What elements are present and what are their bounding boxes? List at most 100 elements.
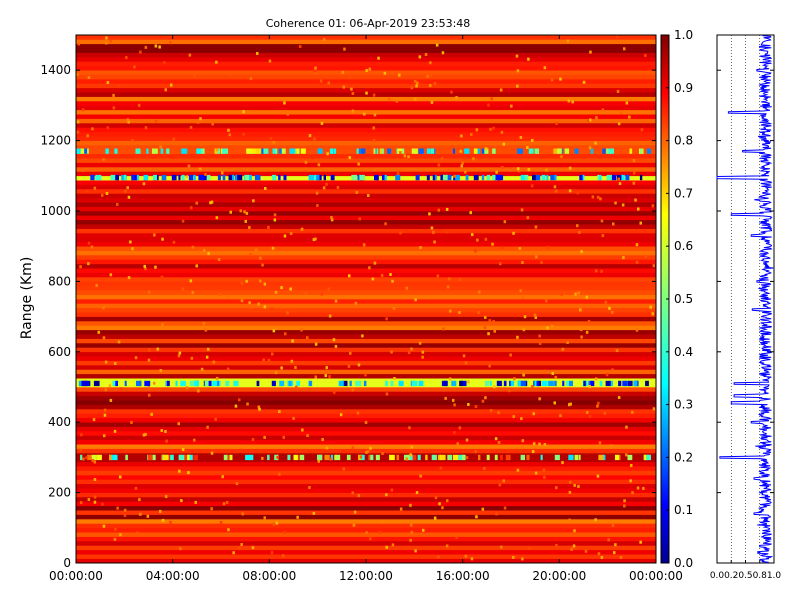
heatmap-cell <box>110 174 116 181</box>
heatmap-cell <box>372 138 376 142</box>
heatmap-row <box>76 285 656 291</box>
heatmap-cell <box>102 158 105 162</box>
heatmap-cell <box>85 380 91 387</box>
heatmap-cell <box>434 496 438 500</box>
heatmap-cell <box>109 39 113 43</box>
heatmap-cell <box>586 411 589 415</box>
colorbar-tick-label: 0.9 <box>674 81 693 95</box>
heatmap-cell <box>532 442 536 446</box>
heatmap-cell <box>150 412 153 416</box>
heatmap-cell <box>263 435 266 439</box>
heatmap-row <box>76 180 656 185</box>
heatmap-cell <box>635 243 639 247</box>
heatmap-cell <box>229 210 232 214</box>
heatmap-cell <box>185 386 189 390</box>
heatmap-cell <box>221 171 224 175</box>
heatmap-cell <box>184 454 190 461</box>
heatmap-cell <box>628 115 631 119</box>
profile-line <box>716 34 774 564</box>
colorbar-tick-label: 0.4 <box>674 345 693 359</box>
heatmap-cell <box>487 332 490 336</box>
heatmap-cell <box>605 373 609 377</box>
heatmap-row <box>76 387 656 392</box>
heatmap-cell <box>444 380 447 387</box>
heatmap-cell <box>381 519 384 523</box>
heatmap-cell <box>580 335 583 339</box>
heatmap-cell <box>553 401 556 405</box>
heatmap-cell <box>333 148 337 154</box>
heatmap-cell <box>240 299 244 303</box>
heatmap-cell <box>116 506 119 510</box>
heatmap-cell <box>433 516 437 520</box>
heatmap-cell <box>114 174 119 181</box>
heatmap-cell <box>353 510 357 514</box>
heatmap-cell <box>512 415 515 419</box>
heatmap-cell <box>530 184 534 188</box>
heatmap-cell <box>588 380 592 387</box>
heatmap-cell <box>126 186 129 190</box>
heatmap-row <box>76 343 656 348</box>
heatmap-cell <box>495 170 498 174</box>
heatmap-cell <box>131 174 135 181</box>
heatmap-cell <box>257 405 261 409</box>
heatmap-row <box>76 193 656 199</box>
heatmap-cell <box>597 174 600 181</box>
heatmap-row <box>76 475 656 480</box>
heatmap-row <box>76 514 656 520</box>
heatmap-cell <box>212 380 218 387</box>
heatmap-cell <box>505 454 511 461</box>
heatmap-cell <box>542 380 548 387</box>
heatmap-cell <box>284 332 287 336</box>
heatmap-cell <box>521 296 524 299</box>
heatmap-cell <box>597 552 601 556</box>
heatmap-cell <box>619 174 625 181</box>
heatmap-cell <box>123 508 127 512</box>
heatmap-cell <box>159 369 163 372</box>
heatmap-cell <box>502 142 506 146</box>
heatmap-cell <box>181 174 185 181</box>
heatmap-cell <box>93 478 97 481</box>
heatmap-cell <box>384 174 387 181</box>
heatmap-cell <box>411 148 418 154</box>
heatmap-row <box>76 171 656 177</box>
heatmap-cell <box>180 380 186 387</box>
heatmap-row <box>76 233 656 238</box>
heatmap-cell <box>87 262 90 266</box>
heatmap-cell <box>244 219 247 223</box>
heatmap-cell <box>516 84 519 88</box>
x-tick-label: 20:00:00 <box>532 569 586 583</box>
heatmap-row <box>76 197 656 203</box>
colorbar-tick-label: 0.5 <box>674 292 693 306</box>
heatmap-cell <box>93 380 100 387</box>
heatmap-cell <box>600 219 604 223</box>
heatmap-cell <box>178 174 181 181</box>
heatmap-cell <box>179 547 182 551</box>
heatmap-cell <box>617 177 620 181</box>
heatmap-cell <box>161 174 167 181</box>
heatmap-row <box>76 299 656 304</box>
heatmap-cell <box>464 554 468 558</box>
heatmap-cell <box>554 380 557 387</box>
heatmap-cell <box>560 155 563 159</box>
heatmap-cell <box>467 380 470 384</box>
heatmap-cell <box>430 148 435 154</box>
heatmap-y-ticks: 0 200 400 600 800 1000 1200 1400 <box>40 63 656 570</box>
profile-x-tick-label: 0.0 <box>710 571 725 581</box>
heatmap-cell <box>299 454 305 461</box>
heatmap-cell <box>566 39 570 43</box>
heatmap-cell <box>87 241 91 245</box>
heatmap-cell <box>449 309 452 313</box>
heatmap-cell <box>553 148 559 154</box>
heatmap-row <box>76 351 656 357</box>
heatmap-cell <box>123 513 127 517</box>
heatmap-cell <box>404 454 410 461</box>
heatmap-cell <box>555 486 558 490</box>
heatmap-cell <box>137 103 141 107</box>
heatmap-cell <box>221 475 224 479</box>
heatmap-cell <box>467 403 470 406</box>
heatmap-cell <box>389 454 395 461</box>
heatmap-cell <box>198 174 205 181</box>
profile-x-tick-label: 0.8 <box>753 571 768 581</box>
heatmap-cell <box>398 73 401 77</box>
heatmap-cell <box>106 126 109 130</box>
